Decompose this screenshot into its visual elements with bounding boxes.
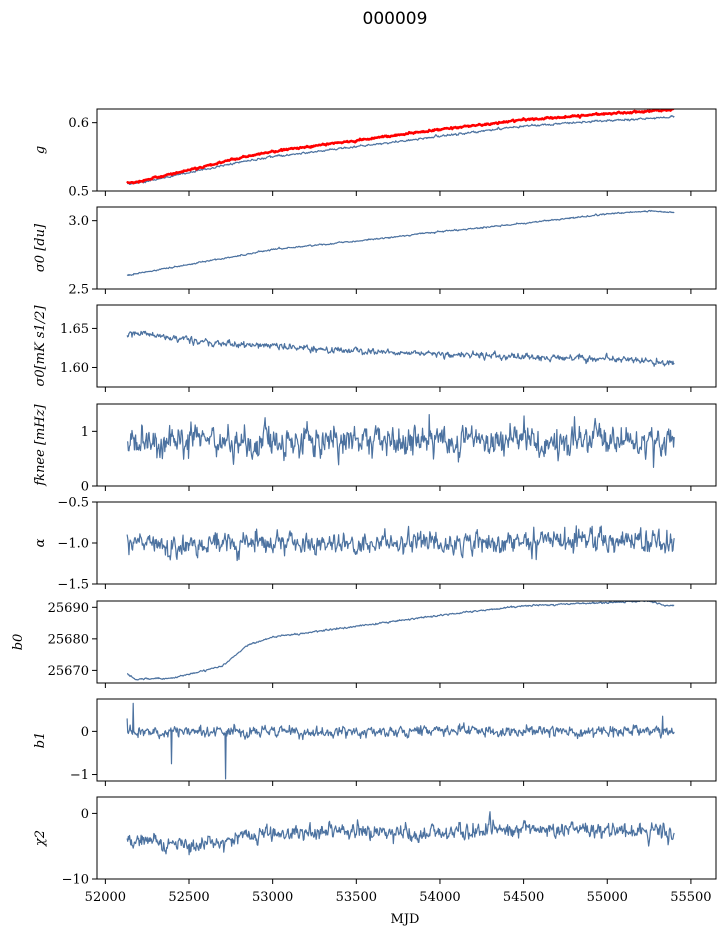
axes-frame bbox=[96, 796, 717, 880]
panel-8: −10 0 χ2 bbox=[33, 796, 717, 888]
series-group bbox=[126, 330, 675, 367]
y-tick-label: −1.0 bbox=[57, 537, 89, 552]
panel-4: 0 1 fknee [mHz] bbox=[33, 403, 717, 495]
axes-frame bbox=[96, 403, 717, 487]
y-axis-label: g bbox=[33, 146, 48, 154]
y-tick-label: −10 bbox=[62, 873, 89, 888]
y-axis-label: fknee [mHz] bbox=[33, 403, 48, 486]
series-line-2 bbox=[126, 109, 676, 185]
series-group bbox=[126, 109, 676, 185]
axes-frame bbox=[96, 206, 717, 290]
x-tick-label: 54000 bbox=[419, 890, 460, 905]
y-tick-label: −1.5 bbox=[57, 578, 89, 593]
y-tick-label: 0 bbox=[81, 480, 89, 495]
x-tick-label: 55500 bbox=[670, 890, 711, 905]
panel-3: 1.60 1.65 σ0[mK s1/2] bbox=[33, 304, 717, 392]
series-line-1 bbox=[126, 114, 675, 185]
x-tick-label: 52500 bbox=[168, 890, 209, 905]
axes-frame bbox=[96, 698, 717, 782]
y-tick-label: 0.5 bbox=[68, 185, 89, 200]
y-tick-label: 0 bbox=[81, 807, 89, 822]
y-tick-label: 0.6 bbox=[68, 116, 89, 131]
series-group bbox=[126, 525, 675, 562]
series-line-1 bbox=[126, 601, 675, 681]
series-group bbox=[126, 209, 675, 276]
y-tick-label: 25670 bbox=[48, 664, 89, 679]
y-tick-label: 3.0 bbox=[68, 214, 89, 229]
x-tick-label: 55000 bbox=[587, 890, 628, 905]
y-axis-label: σ0 [du] bbox=[33, 223, 48, 272]
series-group bbox=[127, 414, 675, 468]
y-tick-label: 2.5 bbox=[68, 283, 89, 298]
panel-7: −1 0 b1 bbox=[33, 698, 717, 786]
series-line-1 bbox=[126, 330, 675, 367]
x-tick-label: 52000 bbox=[85, 890, 126, 905]
x-tick-label: 53000 bbox=[252, 890, 293, 905]
series-line-1 bbox=[126, 811, 675, 856]
series-line-1 bbox=[126, 525, 675, 562]
series-group bbox=[126, 601, 675, 681]
series-line-1 bbox=[127, 414, 675, 468]
series-line-1 bbox=[126, 702, 675, 780]
y-axis-label: σ0[mK s1/2] bbox=[33, 305, 48, 387]
panels: 0.5 0.6 g 2.5 3.0 σ0 [du] 1.60 1.65 σ0[mK s1/2] 0… bbox=[11, 108, 717, 888]
y-axis-label: b0 bbox=[11, 634, 26, 651]
y-tick-label: 1.60 bbox=[60, 361, 89, 376]
axes-frame bbox=[96, 304, 717, 388]
x-tick-label: 54500 bbox=[503, 890, 544, 905]
y-tick-label: 25680 bbox=[48, 632, 89, 647]
series-group bbox=[126, 811, 675, 856]
series-line-1 bbox=[126, 209, 675, 276]
y-tick-label: 1 bbox=[81, 425, 89, 440]
y-tick-label: 0 bbox=[81, 725, 89, 740]
y-axis-label: α bbox=[33, 538, 48, 547]
axes-frame bbox=[96, 600, 717, 684]
y-tick-label: −0.5 bbox=[57, 496, 89, 511]
panel-2: 2.5 3.0 σ0 [du] bbox=[33, 206, 717, 298]
y-tick-label: 1.65 bbox=[60, 322, 89, 337]
x-tick-label: 53500 bbox=[336, 890, 377, 905]
panel-5: −1.5 −1.0 −0.5 α bbox=[33, 496, 717, 593]
series-group bbox=[126, 702, 675, 780]
axes-frame bbox=[96, 108, 717, 192]
y-tick-label: −1 bbox=[70, 768, 89, 783]
x-axis-label: MJD bbox=[391, 912, 420, 927]
y-tick-label: 25690 bbox=[48, 601, 89, 616]
y-axis-label: χ2 bbox=[33, 830, 48, 847]
panel-6: 25670 25680 25690 b0 bbox=[11, 600, 717, 688]
panel-1: 0.5 0.6 g bbox=[33, 108, 717, 200]
x-axis: 52000 52500 53000 53500 54000 54500 55000 55500 bbox=[85, 890, 712, 905]
y-axis-label: b1 bbox=[33, 732, 48, 749]
figure-title: 000009 bbox=[363, 9, 428, 29]
